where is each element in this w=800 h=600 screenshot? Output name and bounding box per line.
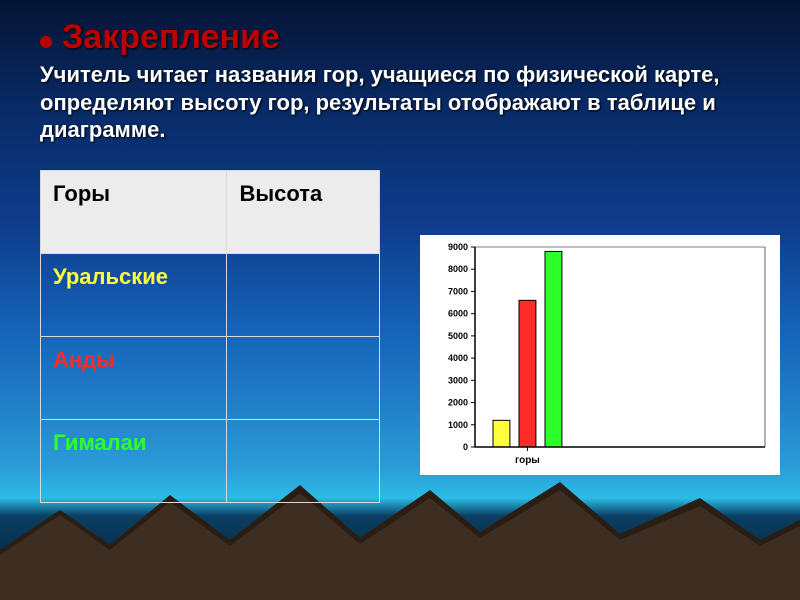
svg-text:4000: 4000 (448, 353, 468, 363)
table-header-row: Горы Высота (41, 171, 380, 254)
bar-chart: 0 1000 2000 3000 4000 5000 6000 7000 8000 9000 гор… (420, 235, 780, 475)
slide-subtitle: Учитель читает названия гор, учащиеся по… (40, 61, 760, 144)
cell-mountain-name: Анды (41, 337, 227, 420)
svg-text:горы: горы (515, 455, 540, 466)
mountain-table: Горы Высота Уральские Анды Гималаи (40, 170, 380, 503)
chart-svg: 0 1000 2000 3000 4000 5000 6000 7000 8000 9000 гор… (420, 235, 780, 475)
header: Закрепление Учитель читает названия гор,… (40, 18, 760, 144)
svg-text:9000: 9000 (448, 242, 468, 252)
col-header-height: Высота (227, 171, 380, 254)
table-row: Гималаи (41, 420, 380, 503)
col-header-mountains: Горы (41, 171, 227, 254)
svg-text:0: 0 (463, 442, 468, 452)
svg-text:8000: 8000 (448, 264, 468, 274)
bullet-icon (40, 36, 52, 48)
cell-height (227, 420, 380, 503)
cell-height (227, 337, 380, 420)
cell-mountain-name: Гималаи (41, 420, 227, 503)
svg-text:5000: 5000 (448, 331, 468, 341)
svg-text:1000: 1000 (448, 420, 468, 430)
slide: Закрепление Учитель читает названия гор,… (0, 0, 800, 600)
cell-height (227, 254, 380, 337)
cell-mountain-name: Уральские (41, 254, 227, 337)
svg-text:7000: 7000 (448, 286, 468, 296)
svg-text:6000: 6000 (448, 309, 468, 319)
svg-text:3000: 3000 (448, 375, 468, 385)
svg-text:2000: 2000 (448, 398, 468, 408)
slide-title: Закрепление (62, 18, 280, 57)
table-row: Уральские (41, 254, 380, 337)
table-row: Анды (41, 337, 380, 420)
